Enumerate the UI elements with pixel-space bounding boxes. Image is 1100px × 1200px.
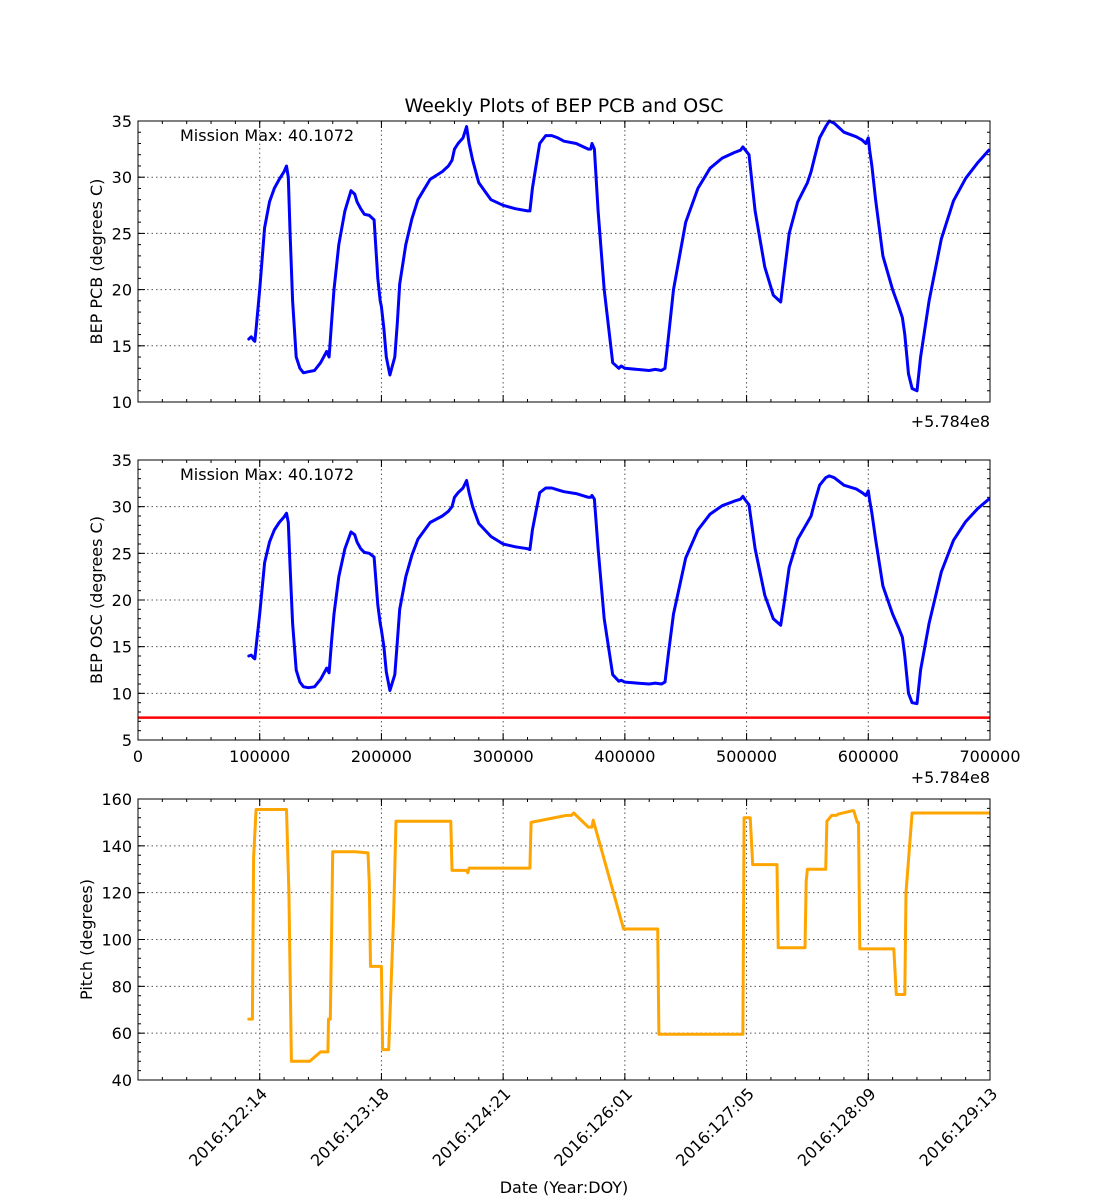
mission-max-annotation: Mission Max: 40.1072 (180, 126, 354, 145)
y-axis-label: BEP OSC (degrees C) (87, 516, 106, 684)
axis-offset-label: +5.784e8 (911, 412, 990, 431)
plot-frame (137, 120, 991, 403)
mission-max-annotation: Mission Max: 40.1072 (180, 465, 354, 484)
x-tick-label: 300000 (473, 747, 534, 766)
x-axis-label: Date (Year:DOY) (500, 1178, 629, 1197)
y-tick-label: 60 (112, 1024, 132, 1043)
y-axis-label: Pitch (degrees) (77, 879, 96, 1000)
y-tick-label: 10 (112, 684, 132, 703)
y-tick-label: 35 (112, 451, 132, 470)
x-tick-label: 500000 (716, 747, 777, 766)
y-axis-label: BEP PCB (degrees C) (87, 179, 106, 345)
y-tick-label: 35 (112, 112, 132, 131)
y-tick-label: 20 (112, 281, 132, 300)
axis-offset-label: +5.784e8 (911, 768, 990, 787)
x-tick-label: 600000 (838, 747, 899, 766)
x-tick-label: 700000 (959, 747, 1020, 766)
x-tick-label: 100000 (229, 747, 290, 766)
y-tick-label: 40 (112, 1071, 132, 1090)
y-tick-label: 100 (101, 931, 132, 950)
y-tick-label: 25 (112, 544, 132, 563)
x-tick-label: 400000 (594, 747, 655, 766)
series-line-1 (247, 474, 991, 706)
y-tick-label: 10 (112, 393, 132, 412)
plot-frame (137, 459, 991, 741)
y-tick-label: 140 (101, 837, 132, 856)
y-tick-label: 15 (112, 638, 132, 657)
x-tick-label: 200000 (351, 747, 412, 766)
y-tick-label: 80 (112, 977, 132, 996)
y-tick-label: 5 (122, 731, 132, 750)
y-tick-label: 160 (101, 790, 132, 809)
y-tick-label: 30 (112, 498, 132, 517)
x-tick-label: 0 (133, 747, 143, 766)
y-tick-label: 25 (112, 224, 132, 243)
subplot-2: 5 10 15 20 25 30 35 0 100000 200000 300000 400000 50… (87, 451, 1021, 787)
y-tick-label: 120 (101, 884, 132, 903)
figure-title: Weekly Plots of BEP PCB and OSC (404, 95, 723, 117)
subplot-1: 10 15 20 25 30 35 +5.784e8 Mission Max: 40.1072… (87, 112, 991, 431)
series-line-1 (247, 119, 991, 393)
y-tick-label: 20 (112, 591, 132, 610)
y-tick-label: 30 (112, 168, 132, 187)
plot-frame (137, 798, 991, 1081)
y-tick-label: 15 (112, 337, 132, 356)
series-line-1 (247, 808, 991, 1063)
